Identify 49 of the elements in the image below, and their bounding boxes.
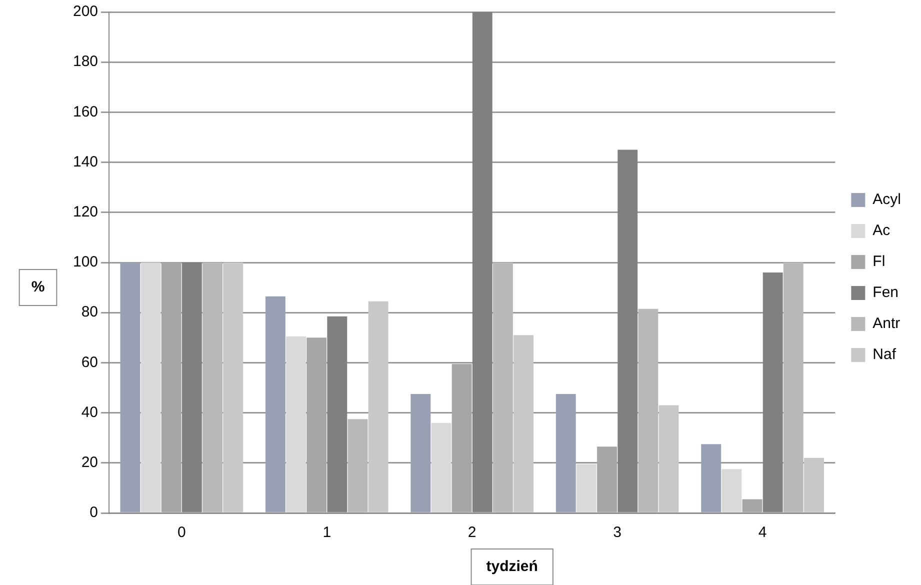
- bar: [223, 262, 244, 512]
- bar: [120, 262, 140, 512]
- bar: [265, 296, 286, 512]
- bar: [161, 262, 182, 512]
- bar: [140, 262, 161, 512]
- x-tick-label: 4: [758, 524, 767, 542]
- bar: [804, 458, 824, 512]
- y-tick-label: 200: [72, 3, 98, 20]
- y-tick-label: 100: [72, 254, 98, 271]
- bar: [431, 422, 452, 512]
- legend-label: Antr: [872, 315, 900, 332]
- bar: [286, 336, 306, 512]
- legend-label: Acyl: [872, 191, 902, 208]
- bar: [202, 262, 222, 512]
- bar: [742, 499, 762, 512]
- bar: [368, 301, 388, 512]
- y-tick-label: 80: [81, 304, 98, 321]
- x-tick-label: 3: [613, 524, 622, 542]
- y-tick-label: 140: [72, 153, 98, 170]
- bar: [514, 335, 534, 512]
- y-tick-label: 0: [90, 504, 98, 522]
- bar: [492, 262, 513, 512]
- x-tick-label: 2: [468, 524, 476, 542]
- bar: [701, 444, 722, 512]
- bar: [306, 338, 327, 512]
- legend-label: Fl: [872, 253, 886, 270]
- x-tick-label: 1: [322, 524, 332, 542]
- bar: [783, 262, 804, 512]
- bar: [348, 419, 368, 512]
- bar: [658, 405, 679, 512]
- y-tick-label: 160: [72, 103, 98, 120]
- bar: [597, 446, 618, 512]
- bar: [576, 464, 596, 512]
- bar: [722, 469, 742, 512]
- y-tick-label: 180: [72, 53, 98, 70]
- x-tick-label: 0: [177, 524, 186, 542]
- bar: [638, 308, 658, 512]
- y-axis-title: %: [31, 278, 45, 296]
- legend-label: Naf: [872, 346, 897, 364]
- y-tick-label: 20: [81, 454, 98, 472]
- x-axis-title: tydzień: [486, 558, 538, 576]
- legend-label: Fen: [872, 284, 899, 302]
- y-tick-label: 60: [81, 354, 98, 371]
- y-tick-label: 40: [81, 404, 98, 421]
- legend-label: Ac: [872, 222, 891, 240]
- y-tick-label: 120: [72, 204, 98, 221]
- bar: [556, 394, 576, 512]
- bar: [452, 364, 472, 512]
- bar: [410, 394, 431, 512]
